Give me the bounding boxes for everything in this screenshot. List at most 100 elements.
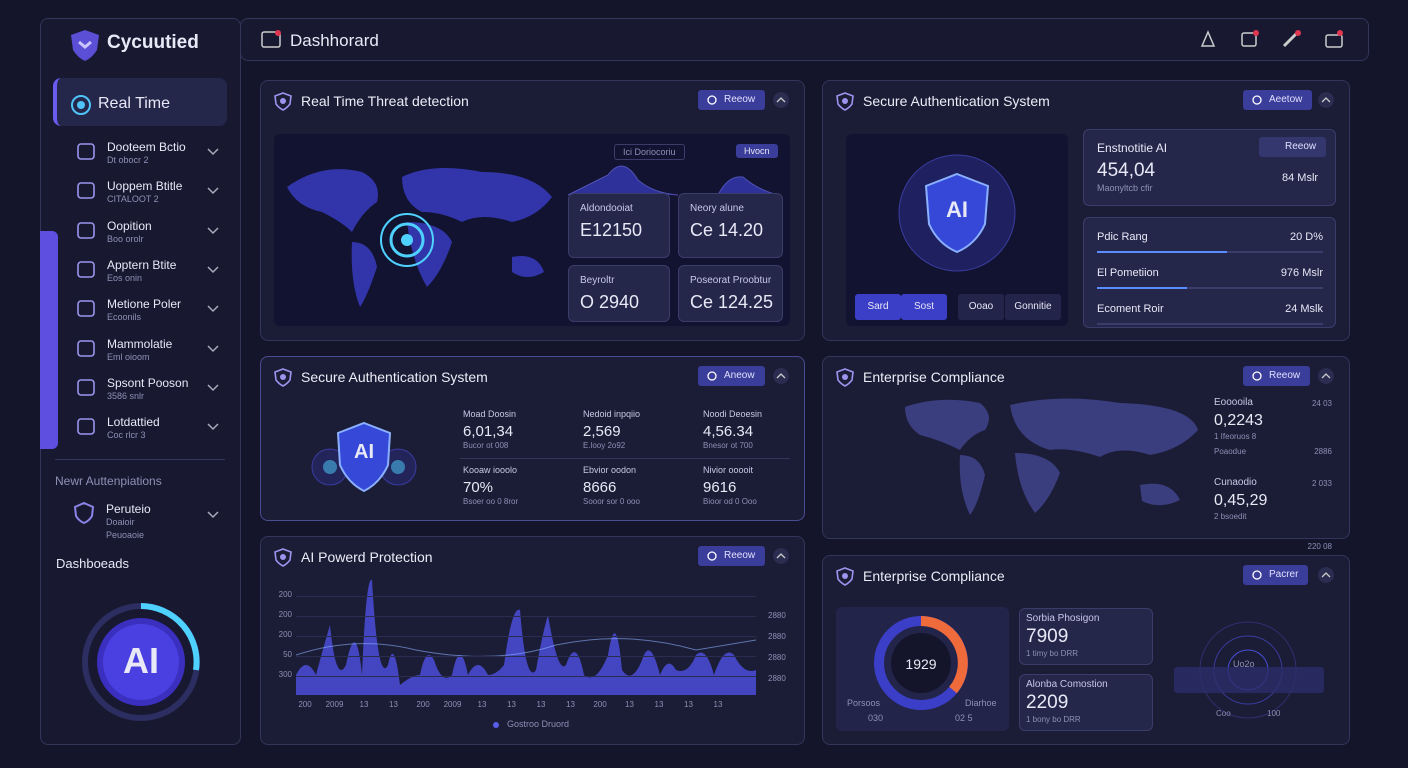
panel-icon xyxy=(274,368,292,387)
nav-icon xyxy=(77,339,95,357)
chip[interactable]: Hvocn xyxy=(736,144,778,158)
nav-sub: Eos onin xyxy=(107,272,143,283)
stat-box xyxy=(678,193,783,258)
header-icon xyxy=(261,30,281,48)
nav-icon xyxy=(77,261,95,278)
chevron[interactable] xyxy=(207,423,231,447)
panel-icon xyxy=(274,548,292,567)
stat-value: 2,569 xyxy=(583,423,621,440)
nav-label[interactable]: Uoppem Btitle xyxy=(107,179,183,194)
header-actions[interactable] xyxy=(1200,30,1350,50)
stat-value: O 2940 xyxy=(580,292,640,312)
chevron[interactable] xyxy=(207,227,231,251)
collapse[interactable] xyxy=(1318,367,1342,391)
card xyxy=(1019,608,1153,665)
nav-sub: CITALOOT 2 xyxy=(107,194,159,205)
y-tick-label: 200 xyxy=(278,630,292,639)
panel-button[interactable]: Aeetow xyxy=(1243,90,1313,110)
x-tick-label: 13 xyxy=(684,700,693,709)
stat-right: 24 03 xyxy=(1311,399,1332,408)
card xyxy=(1083,217,1336,328)
card-button[interactable]: Reeow xyxy=(1259,137,1327,157)
badge: AI xyxy=(354,441,374,463)
stat-value: E12150 xyxy=(580,220,643,240)
legend-label: Gostroo Druord xyxy=(507,719,570,729)
x-tick-label: 2009 xyxy=(325,700,344,709)
button-icon xyxy=(1252,371,1262,381)
card-sub: Maonyltcb cfir xyxy=(1097,183,1153,193)
panel-button[interactable]: Pacrer xyxy=(1243,565,1309,585)
nav-icon xyxy=(73,501,95,525)
chevron[interactable] xyxy=(207,187,231,211)
nav-sub: Boo orolr xyxy=(107,233,144,244)
nav-icon xyxy=(77,143,95,160)
collapse[interactable] xyxy=(1318,91,1342,115)
tab[interactable]: Sard xyxy=(855,294,901,320)
header xyxy=(240,18,1369,61)
nav-label[interactable]: Dooteem Bctio xyxy=(107,140,186,154)
panel-button[interactable]: Aneow xyxy=(698,366,765,386)
stat-foot-right: 2886 xyxy=(1314,447,1332,456)
panel-button[interactable]: Reeow xyxy=(1243,366,1311,386)
stat-label: Cunaodio xyxy=(1214,477,1257,488)
x-tick-label: 13 xyxy=(389,700,398,709)
chevron[interactable] xyxy=(207,305,231,329)
panel-button[interactable]: Reeow xyxy=(698,546,766,566)
divider xyxy=(460,458,790,459)
nav-sub: Ecoonils xyxy=(107,312,142,323)
panel-icon xyxy=(836,567,854,586)
panel-title: AI Powerd Protection xyxy=(301,549,433,565)
collapse[interactable] xyxy=(773,547,797,571)
chevron[interactable] xyxy=(207,344,231,369)
row-value: 20 D% xyxy=(1289,231,1323,243)
nav-sub: Peuoaoie xyxy=(106,530,145,540)
chip[interactable]: Ici Doriocoriu xyxy=(614,144,685,160)
grid-line xyxy=(296,676,756,677)
y-tick-label: 50 xyxy=(283,650,292,659)
brand-name: Cycuutied xyxy=(107,32,199,53)
grid-line xyxy=(296,636,756,637)
stat-sub: E.looy 2o92 xyxy=(583,441,626,450)
stat-label: Nivior ooooit xyxy=(703,465,754,475)
tab[interactable]: Gonnitie xyxy=(1005,294,1061,320)
y-tick-label: 200 xyxy=(278,590,292,599)
nav-label[interactable]: Oopition xyxy=(107,218,152,233)
card-value: 7909 xyxy=(1026,626,1069,647)
button-icon xyxy=(707,371,717,381)
chevron[interactable] xyxy=(207,384,231,408)
stat-label: Noodi Deoesin xyxy=(703,409,763,419)
nav-label[interactable]: Spsont Pooson xyxy=(107,375,189,390)
nav-label[interactable]: Metione Poler xyxy=(107,297,182,312)
collapse[interactable] xyxy=(773,91,797,115)
card-value: 2209 xyxy=(1026,692,1069,713)
donut-center: 1929 xyxy=(905,656,937,672)
tab[interactable]: Sost xyxy=(901,294,947,320)
chevron[interactable] xyxy=(207,266,231,290)
nav-label[interactable]: Peruteio xyxy=(106,502,151,516)
collapse[interactable] xyxy=(1318,566,1342,590)
y2-tick-label: 2880 xyxy=(768,674,786,683)
stat-value: 9616 xyxy=(703,479,737,496)
stat-label: Kooaw iooolo xyxy=(463,465,518,475)
panel-button[interactable]: Reeow xyxy=(698,90,766,110)
stat-box xyxy=(568,193,670,258)
ai-badge: AI xyxy=(123,640,159,681)
nav-label[interactable]: Mammolatie xyxy=(107,336,173,351)
x-tick-label: 13 xyxy=(566,700,575,709)
x-tick-label: 13 xyxy=(507,700,516,709)
chevron[interactable] xyxy=(207,511,219,519)
tab[interactable]: Ooao xyxy=(958,294,1004,320)
nav-label[interactable]: Apptern Btite xyxy=(107,257,177,272)
chevron[interactable] xyxy=(207,148,231,172)
stat-value: 0,2243 xyxy=(1214,412,1263,429)
row-value: 24 Mslk xyxy=(1285,303,1323,315)
collapse[interactable] xyxy=(773,367,797,391)
active-nav-label: Real Time xyxy=(98,95,171,112)
nav-label[interactable]: Lotdattied xyxy=(107,415,160,430)
protection-panel xyxy=(260,536,805,745)
y2-tick-label: 2880 xyxy=(768,611,786,620)
panel-icon xyxy=(274,92,292,111)
stat-value: 4,56.34 xyxy=(703,423,754,440)
stat-sub: Bsoer oo 0 8ror xyxy=(463,497,519,506)
